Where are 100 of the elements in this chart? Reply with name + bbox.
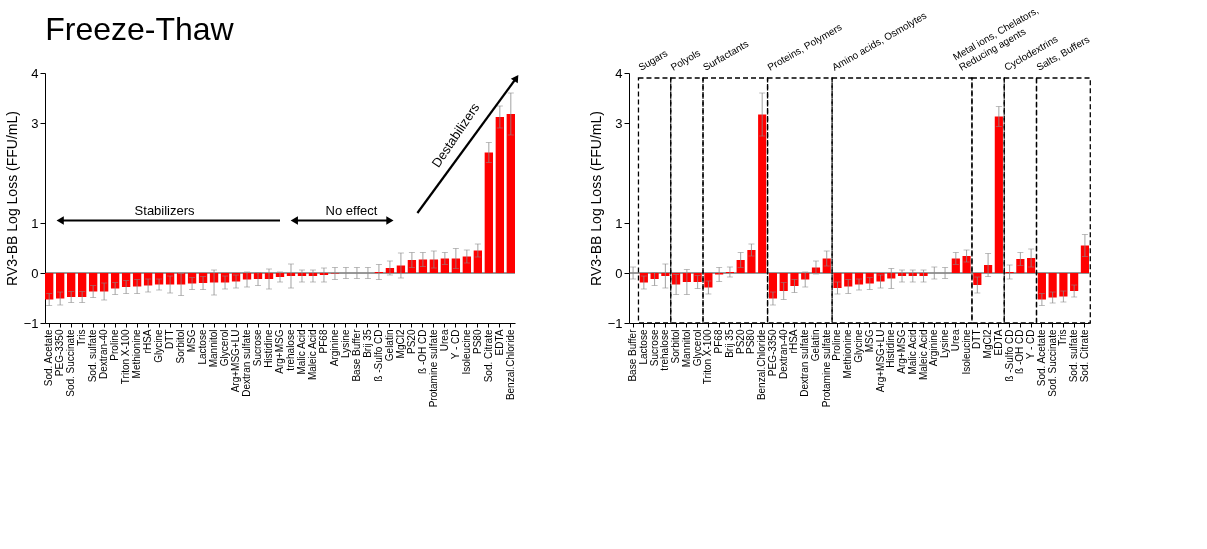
x-tick-label: Glycine bbox=[153, 329, 165, 363]
x-tick-label: Malic Acid bbox=[295, 329, 307, 375]
x-tick-label: Mannitol bbox=[208, 329, 220, 368]
x-tick-label: ß -Sulfo CD bbox=[372, 329, 384, 382]
x-tick-label: Gelatin bbox=[383, 329, 395, 362]
x-tick-label: PF68 bbox=[713, 329, 725, 354]
bar bbox=[1048, 273, 1057, 298]
y-axis-title: RV3-BB Log Loss (FFU/mL) bbox=[3, 111, 20, 286]
bar bbox=[876, 273, 885, 282]
x-tick-label: ß -OH CD bbox=[416, 329, 428, 374]
x-tick-label: Histidine bbox=[263, 329, 275, 368]
x-tick-label: Protamine sulfate bbox=[820, 329, 832, 408]
x-tick-label: MSG bbox=[863, 329, 875, 353]
x-tick-label: rHSA bbox=[142, 329, 154, 354]
x-tick-label: trehalose bbox=[659, 329, 671, 371]
x-tick-label: Sod. Citrate bbox=[482, 329, 494, 383]
bar bbox=[768, 273, 778, 299]
x-tick-label: Maleic Acid bbox=[306, 329, 318, 381]
bar bbox=[758, 114, 767, 273]
x-tick-label: MSG bbox=[186, 329, 198, 353]
y-tick-label: 4 bbox=[31, 65, 39, 81]
y-tick-label: 0 bbox=[615, 265, 623, 281]
x-tick-label: DTT bbox=[164, 329, 176, 349]
bar bbox=[1037, 273, 1046, 300]
x-tick-label: Benzal.Chloride bbox=[756, 329, 768, 401]
x-tick-label: PS80 bbox=[745, 329, 757, 354]
bar bbox=[1016, 259, 1025, 273]
y-tick-label: 1 bbox=[615, 215, 623, 231]
x-tick-label: PS20 bbox=[405, 329, 417, 354]
x-tick-label: Dextran-40 bbox=[777, 329, 789, 379]
x-tick-label: PEG-3350 bbox=[54, 329, 66, 377]
bar bbox=[973, 273, 982, 285]
x-tick-label: Sod. Succinate bbox=[1046, 329, 1058, 397]
y-tick-label: 3 bbox=[31, 115, 39, 131]
bar bbox=[1059, 273, 1068, 297]
x-tick-label: Sorbitol bbox=[175, 329, 187, 364]
bar bbox=[77, 273, 87, 297]
x-tick-label: Benzal.Chloride bbox=[504, 329, 516, 401]
bar bbox=[1070, 273, 1079, 291]
bar bbox=[639, 273, 648, 283]
x-tick-label: DTT bbox=[971, 329, 983, 349]
x-tick-label: Lysine bbox=[939, 329, 951, 359]
x-tick-label: Lysine bbox=[339, 329, 351, 359]
x-tick-label: Mannitol bbox=[680, 329, 692, 368]
x-tick-label: Brij 35 bbox=[361, 329, 373, 358]
x-tick-label: rHSA bbox=[788, 329, 800, 354]
x-tick-label: Base Buffer bbox=[627, 328, 639, 382]
x-tick-label: Sucrose bbox=[648, 329, 660, 367]
x-tick-label: ß -Sulfo CD bbox=[1003, 329, 1015, 382]
x-tick-label: PS20 bbox=[734, 329, 746, 354]
bar bbox=[747, 250, 756, 273]
x-tick-label: Arginine bbox=[928, 329, 940, 367]
x-tick-label: Sod. Acetate bbox=[1035, 329, 1047, 387]
x-tick-label: Tris bbox=[1057, 329, 1069, 346]
bar bbox=[473, 250, 483, 273]
x-tick-label: Malic Acid bbox=[906, 329, 918, 375]
bar bbox=[55, 273, 65, 299]
x-tick-label: Base Buffer bbox=[350, 328, 362, 382]
x-tick-label: Y - CD bbox=[449, 329, 461, 360]
bar bbox=[822, 258, 831, 273]
x-tick-label: Histidine bbox=[885, 329, 897, 368]
x-tick-label: PF68 bbox=[317, 329, 329, 354]
bar bbox=[833, 273, 842, 288]
y-tick-label: 4 bbox=[615, 65, 623, 81]
x-tick-label: Urea bbox=[438, 329, 450, 352]
x-tick-label: Sod. Citrate bbox=[1078, 329, 1090, 383]
x-tick-label: ß -OH CD bbox=[1014, 329, 1026, 374]
x-tick-label: Sod. Succinate bbox=[65, 329, 77, 397]
bar bbox=[506, 114, 515, 273]
x-tick-label: Maleic Acid bbox=[917, 329, 929, 381]
y-tick-label: 1 bbox=[31, 215, 39, 231]
y-axis-title: RV3-BB Log Loss (FFU/mL) bbox=[587, 111, 604, 286]
x-tick-label: Sucrose bbox=[252, 329, 264, 367]
x-tick-label: Methionine bbox=[842, 329, 854, 379]
bar bbox=[484, 152, 494, 273]
x-tick-label: MgCl2 bbox=[982, 329, 994, 359]
bar bbox=[45, 273, 54, 300]
x-tick-label: Isoleucine bbox=[960, 329, 972, 375]
x-tick-label: Arg+MSG bbox=[896, 329, 908, 374]
x-tick-label: Proline bbox=[831, 329, 843, 361]
x-tick-label: Arg+MSG+LU bbox=[874, 329, 886, 393]
x-tick-label: Brij 35 bbox=[723, 329, 735, 358]
annotation: Stabilizers bbox=[134, 202, 196, 218]
bar bbox=[66, 273, 76, 297]
x-tick-label: Arg+MSG+LU bbox=[230, 329, 242, 393]
x-tick-label: Lactose bbox=[637, 329, 649, 365]
bar bbox=[495, 117, 505, 273]
x-tick-label: Glycine bbox=[853, 329, 864, 363]
x-tick-label: Sorbitol bbox=[670, 329, 682, 364]
x-tick-label: Urea bbox=[949, 329, 961, 352]
x-tick-label: Sod. sulfate bbox=[1068, 329, 1080, 383]
x-tick-label: Methionine bbox=[131, 329, 143, 379]
bar bbox=[779, 273, 788, 291]
x-tick-label: Glycerol bbox=[691, 329, 703, 367]
y-tick-label: −1 bbox=[23, 315, 39, 331]
x-tick-label: Y - CD bbox=[1025, 329, 1037, 360]
chart-title: Freeze-Thaw bbox=[45, 11, 235, 47]
bar bbox=[704, 273, 713, 288]
x-tick-label: MgCl2 bbox=[394, 329, 406, 359]
y-tick-label: 0 bbox=[31, 265, 39, 281]
